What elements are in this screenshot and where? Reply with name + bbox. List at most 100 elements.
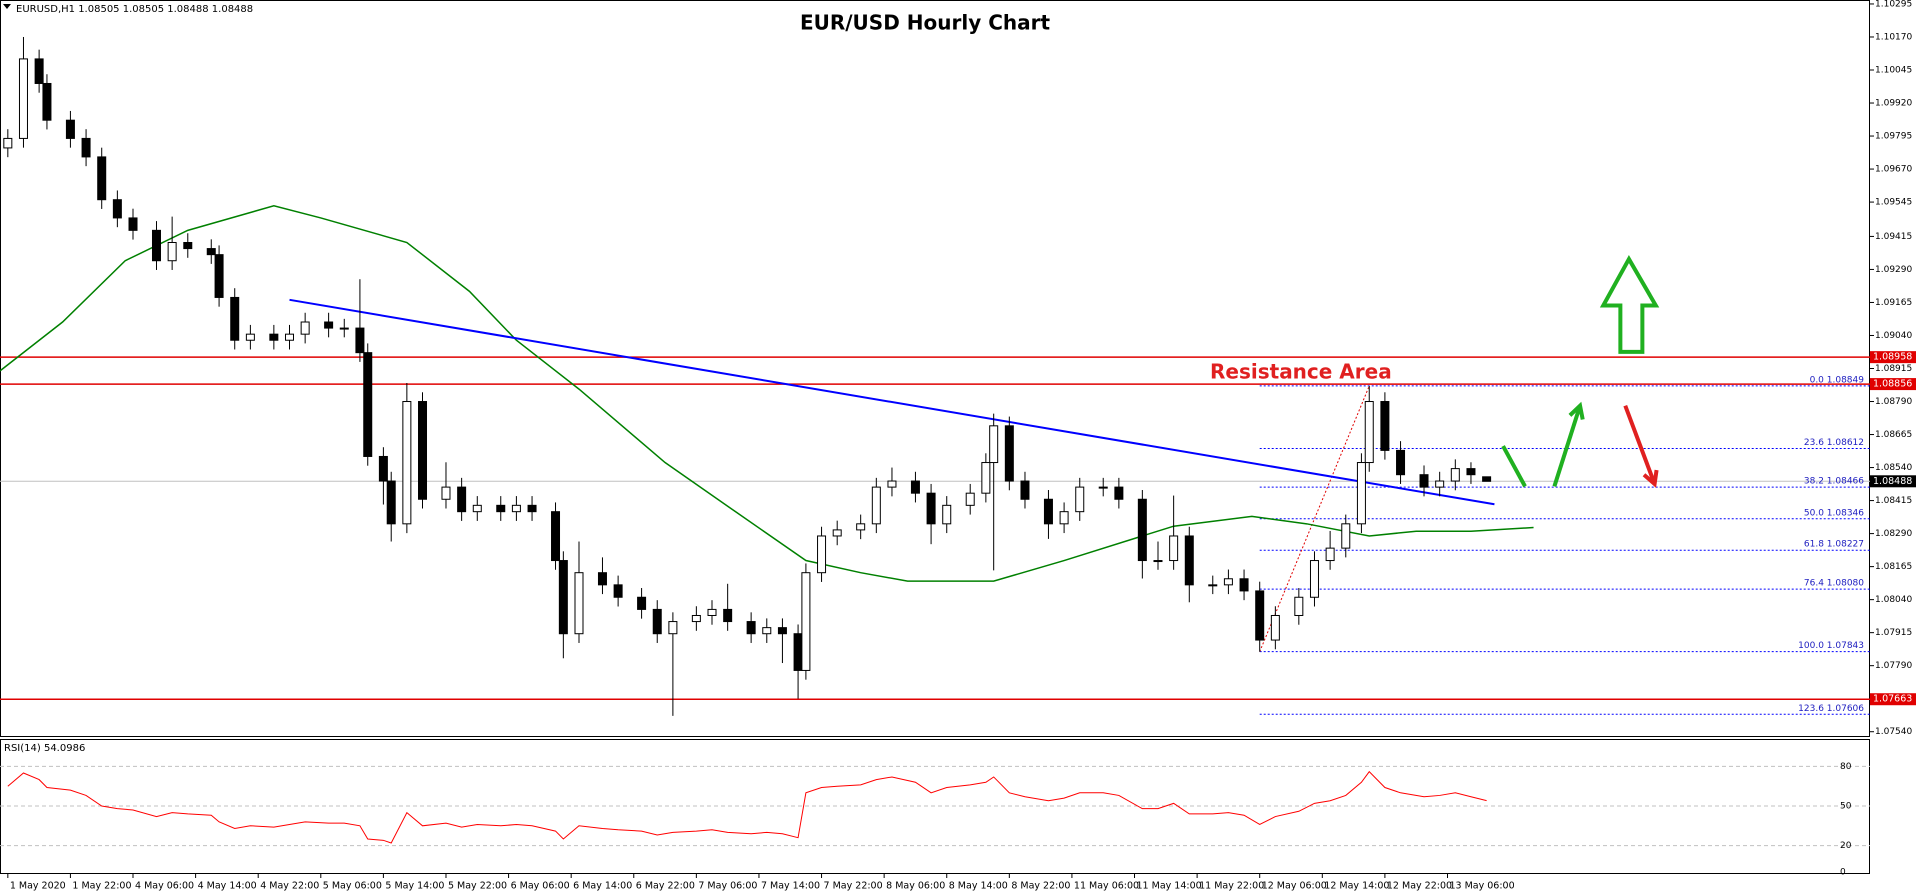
x-tick-label: 1 May 22:00 <box>72 881 131 892</box>
candle-body <box>167 241 177 262</box>
candle-body <box>1294 596 1304 616</box>
trendline <box>289 298 1495 506</box>
candle-body <box>691 614 701 623</box>
price-tag <box>1870 475 1916 488</box>
candle-body <box>1075 486 1085 513</box>
annotation: Resistance Area <box>1210 360 1392 384</box>
x-tick-label: 1 May 2020 <box>10 881 66 892</box>
candle-body <box>441 486 451 500</box>
x-tick-label: 4 May 06:00 <box>135 881 194 892</box>
candle-body <box>1239 578 1249 592</box>
candle-body <box>856 523 866 531</box>
y-tick-label: 1.08540 <box>1875 463 1912 473</box>
x-tick-label: 5 May 14:00 <box>385 881 444 892</box>
x-tick-label: 5 May 06:00 <box>323 881 382 892</box>
x-tick-label: 7 May 14:00 <box>761 881 820 892</box>
candle-body <box>551 511 561 562</box>
y-tick-label: 1.09415 <box>1875 232 1912 242</box>
big-arrow <box>1599 255 1660 354</box>
candle-body <box>762 627 772 635</box>
fib-label: 100.0 1.07843 <box>1798 641 1864 651</box>
candle-body <box>402 401 412 525</box>
candle-body <box>1223 578 1233 586</box>
candle-body <box>965 492 975 506</box>
candle-body <box>637 596 647 610</box>
y-tick-label: 1.08415 <box>1875 496 1912 506</box>
price-tag <box>1870 378 1916 391</box>
candle-body <box>378 455 388 482</box>
y-tick-label: 1.09545 <box>1875 198 1912 208</box>
y-tick-label: 1.07540 <box>1875 727 1912 737</box>
candle-body <box>574 572 584 635</box>
x-tick-label: 13 May 06:00 <box>1449 881 1514 892</box>
x-tick-label: 6 May 06:00 <box>511 881 570 892</box>
y-tick-label: 1.09040 <box>1875 331 1912 341</box>
x-tick-label: 6 May 14:00 <box>573 881 632 892</box>
price-tag <box>1870 693 1916 706</box>
candle-body <box>1114 486 1124 500</box>
arrow <box>1501 445 1527 488</box>
candle-body <box>1043 498 1053 525</box>
candle-body <box>1098 486 1108 489</box>
candle-body <box>597 572 607 586</box>
y-tick-label: 20 <box>1840 841 1852 851</box>
y-tick-label: 1.09290 <box>1875 265 1912 275</box>
price-tag-label: 1.08488 <box>1873 476 1912 487</box>
arrow-head <box>1568 401 1585 420</box>
candle-body <box>1435 480 1445 488</box>
x-tick-label: 7 May 22:00 <box>824 881 883 892</box>
x-tick-label: 8 May 06:00 <box>886 881 945 892</box>
y-tick-label: 1.09165 <box>1875 298 1912 308</box>
candle-body <box>206 248 216 256</box>
candle-body <box>1020 480 1030 500</box>
candle-body <box>1364 401 1374 464</box>
y-tick-label: 1.08290 <box>1875 529 1912 539</box>
candle-body <box>793 633 803 671</box>
candle-body <box>1059 511 1069 525</box>
arrow <box>1623 405 1657 485</box>
candle-body <box>989 425 999 464</box>
candle-body <box>981 462 991 494</box>
candle-body <box>128 217 138 231</box>
candle-body <box>284 333 294 341</box>
y-tick-label: 1.09920 <box>1875 99 1912 109</box>
x-tick-label: 11 May 06:00 <box>1074 881 1139 892</box>
y-tick-label: 1.10295 <box>1875 0 1912 9</box>
candle-body <box>723 608 733 623</box>
candle-body <box>1482 476 1492 482</box>
chart-header: EURUSD,H1 1.08505 1.08505 1.08488 1.0848… <box>16 4 253 15</box>
x-tick-label: 6 May 22:00 <box>636 881 695 892</box>
candle-body <box>1169 535 1179 562</box>
candle-body <box>18 58 28 139</box>
y-tick-label: 1.07915 <box>1875 628 1912 638</box>
y-tick-label: 1.08040 <box>1875 595 1912 605</box>
x-tick-label: 4 May 14:00 <box>198 881 257 892</box>
rsi-line <box>7 770 1487 844</box>
candle-body <box>1450 468 1460 482</box>
candle-body <box>1255 590 1265 641</box>
fib-label: 123.6 1.07606 <box>1798 704 1864 714</box>
candle-body <box>363 352 373 457</box>
candle-body <box>245 333 255 341</box>
candle-body <box>300 321 310 335</box>
candle-body <box>558 560 568 635</box>
fib-label: 61.8 1.08227 <box>1804 540 1864 550</box>
y-tick-label: 1.10045 <box>1875 66 1912 76</box>
candle-body <box>1004 425 1014 482</box>
candle-body <box>65 119 75 139</box>
candle-body <box>386 480 396 525</box>
candle-body <box>527 504 537 513</box>
candle-body <box>151 229 161 262</box>
candle-body <box>324 321 334 329</box>
fib-label: 23.6 1.08612 <box>1804 438 1864 448</box>
candle-body <box>230 296 240 341</box>
candle-body <box>112 199 122 219</box>
candle-body <box>457 486 467 513</box>
y-tick-label: 1.08665 <box>1875 430 1912 440</box>
candle-body <box>1270 614 1280 641</box>
candle-body <box>777 627 787 635</box>
fib-label: 76.4 1.08080 <box>1804 579 1864 589</box>
y-tick-label: 1.09670 <box>1875 165 1912 175</box>
candle-body <box>183 241 193 250</box>
